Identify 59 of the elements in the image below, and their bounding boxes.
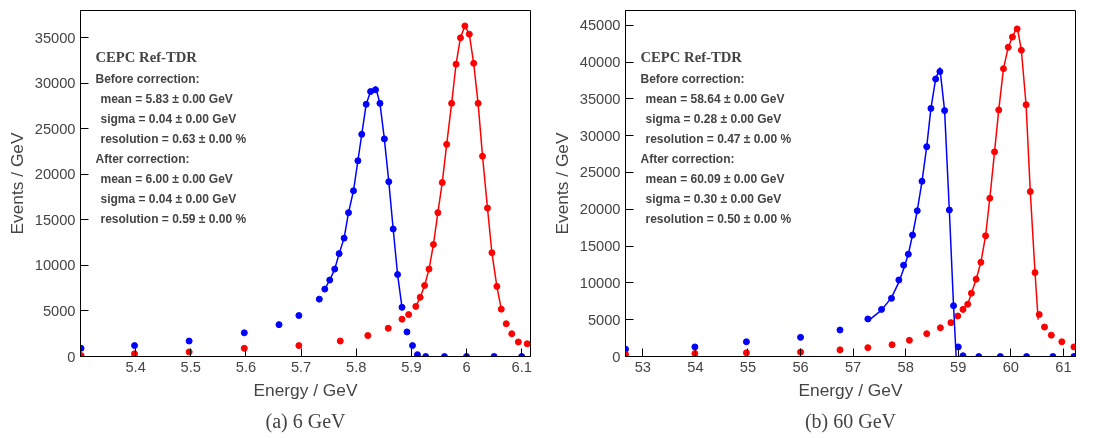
text: (a) 6 GeV (265, 409, 347, 433)
y-tick-label: 15000 (34, 211, 76, 228)
y-axis-title: Events / GeV (6, 132, 27, 235)
annotation: Before correction: (95, 71, 200, 86)
x-tick-label: 6.1 (511, 358, 532, 375)
y-tick-label: 25000 (34, 120, 76, 137)
annotation: resolution = 0.59 ± 0.00 % (100, 211, 247, 226)
y-tick-label: 20000 (579, 201, 621, 218)
annotation: sigma = 0.04 ± 0.00 GeV (100, 191, 237, 206)
y-tick-label: 5000 (587, 311, 621, 328)
y-tick-label: 10000 (579, 274, 621, 291)
annotation: resolution = 0.63 ± 0.00 % (100, 131, 247, 146)
y-tick-label: 40000 (579, 54, 621, 71)
annotation: mean = 58.64 ± 0.00 GeV (645, 91, 785, 106)
annotation: sigma = 0.04 ± 0.00 GeV (100, 111, 237, 126)
x-tick-label: 61 (1055, 358, 1072, 375)
y-tick-label: 25000 (579, 164, 621, 181)
x-tick-label: 5.8 (346, 358, 367, 375)
y-tick-label: 35000 (579, 90, 621, 107)
x-tick-label: 55 (739, 358, 757, 375)
y-tick-label: 35000 (34, 29, 76, 46)
y-tick-label: 5000 (42, 302, 76, 319)
y-tick-label: 45000 (579, 17, 621, 34)
annotation: mean = 6.00 ± 0.00 GeV (100, 171, 233, 186)
y-tick-label: 10000 (34, 257, 76, 274)
annotation: CEPC Ref-TDR (95, 48, 198, 65)
x-tick-label: 57 (844, 358, 862, 375)
y-tick-label: 30000 (579, 127, 621, 144)
annotation: After correction: (95, 151, 190, 166)
annotation: sigma = 0.28 ± 0.00 GeV (645, 111, 782, 126)
y-tick-label: 20000 (34, 166, 76, 183)
y-axis-title: Events / GeV (551, 132, 572, 235)
x-tick-label: 5.7 (290, 358, 312, 375)
x-axis-title: Energy / GeV (253, 379, 358, 400)
annotation: mean = 60.09 ± 0.00 GeV (645, 171, 785, 186)
annotation: resolution = 0.47 ± 0.00 % (645, 131, 792, 146)
y-tick-label: 0 (67, 348, 76, 365)
x-tick-label: 60 (1002, 358, 1019, 375)
annotation: CEPC Ref-TDR (640, 48, 743, 65)
y-tick-label: 0 (612, 348, 621, 365)
annotation: resolution = 0.50 ± 0.00 % (645, 211, 792, 226)
x-tick-label: 56 (792, 358, 809, 375)
x-tick-label: 5.9 (401, 358, 422, 375)
x-tick-label: 6 (462, 358, 471, 375)
y-tick-label: 15000 (579, 238, 621, 255)
x-tick-label: 59 (950, 358, 967, 375)
x-tick-label: 5.5 (180, 358, 201, 375)
annotation: sigma = 0.30 ± 0.00 GeV (645, 191, 782, 206)
text: (b) 60 GeV (804, 409, 897, 433)
y-tick-label: 30000 (34, 75, 76, 92)
annotation: mean = 5.83 ± 0.00 GeV (100, 91, 233, 106)
x-tick-label: 5.4 (125, 358, 146, 375)
x-tick-label: 54 (687, 358, 704, 375)
x-tick-label: 53 (634, 358, 652, 375)
annotation: After correction: (640, 151, 735, 166)
x-tick-label: 58 (897, 358, 914, 375)
annotation: Before correction: (640, 71, 745, 86)
x-axis-title: Energy / GeV (798, 379, 903, 400)
x-tick-label: 5.6 (235, 358, 257, 375)
